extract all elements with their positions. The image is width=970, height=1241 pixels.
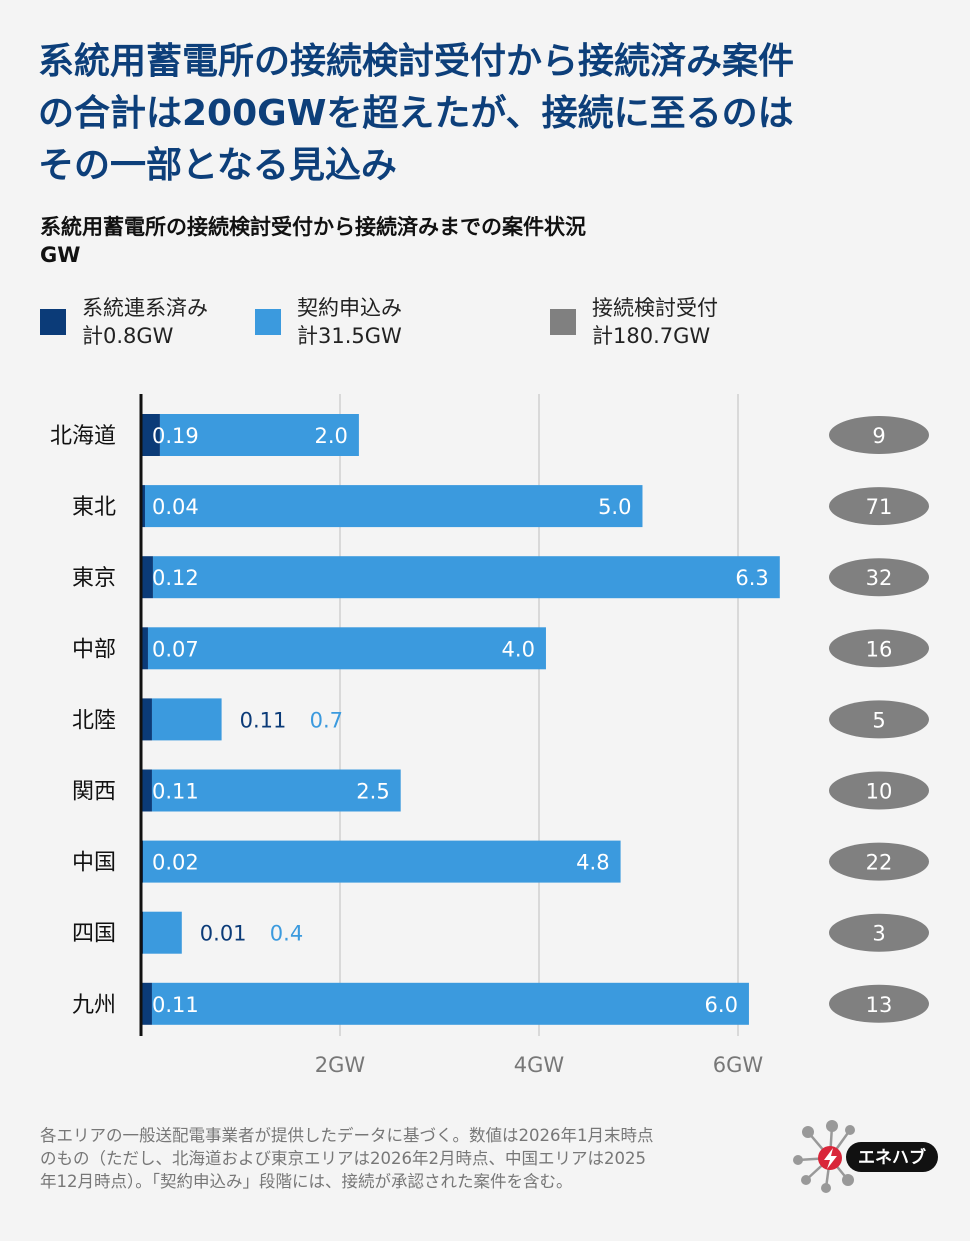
review-badge-6	[829, 842, 929, 881]
legend-item-contract: 契約申込み 計31.5GW	[255, 294, 402, 350]
bar-contract-6	[143, 840, 621, 883]
bar-connected-2	[141, 556, 153, 599]
category-label-8: 九州	[72, 993, 116, 1018]
value-label-connected-3: 0.07	[152, 637, 199, 661]
bar-contract-1	[144, 485, 643, 528]
x-tick-label-6GW: 6GW	[713, 1053, 764, 1077]
bar-connected-5	[141, 769, 152, 812]
review-value-1: 71	[866, 495, 893, 519]
category-label-4: 北陸	[72, 708, 116, 733]
footnote-line-2: のもの（ただし、北海道および東京エリアは2026年2月時点、中国エリアは2025	[40, 1149, 646, 1168]
legend-total-contract: 計31.5GW	[297, 324, 402, 348]
review-value-2: 32	[866, 566, 893, 590]
legend-label-contract: 契約申込み	[297, 296, 402, 320]
value-label-connected-8: 0.11	[152, 993, 199, 1017]
bar-contract-5	[151, 769, 401, 812]
legend-item-connected: 系統連系済み 計0.8GW	[40, 294, 208, 350]
category-label-0: 北海道	[50, 424, 116, 449]
headline-line-3: その一部となる見込み	[38, 145, 397, 186]
value-label-connected-1: 0.04	[152, 495, 199, 519]
chart-subtitle: 系統用蓄電所の接続検討受付から接続済みまでの案件状況 GW	[40, 213, 586, 269]
value-label-connected-0: 0.19	[152, 424, 199, 448]
x-tick-label-2GW: 2GW	[315, 1053, 366, 1077]
review-badge-4	[829, 700, 929, 739]
chart-title: 系統用蓄電所の接続検討受付から接続済みまでの案件状況	[40, 215, 586, 239]
bar-connected-0	[141, 414, 160, 456]
value-label-connected-7: 0.01	[200, 922, 247, 946]
x-tick-label-4GW: 4GW	[514, 1053, 565, 1077]
review-badge-1	[829, 487, 929, 526]
value-label-contract-2: 6.3	[735, 566, 768, 590]
legend-total-review: 計180.7GW	[592, 324, 711, 348]
review-value-8: 13	[866, 993, 893, 1017]
bar-chart: 2GW 4GW 6GW 北海道 0.19 2.0 9 東北 0.04 5.0 71 東京 0.12 6.3…	[50, 394, 929, 1077]
value-label-contract-3: 4.0	[502, 637, 535, 661]
legend-swatch-contract	[255, 309, 281, 335]
chart-unit: GW	[40, 243, 81, 267]
review-value-7: 3	[872, 922, 885, 946]
category-label-3: 中部	[72, 637, 116, 662]
legend-item-review: 接続検討受付 計180.7GW	[550, 294, 718, 350]
footnote: 各エリアの一般送配電事業者が提供したデータに基づく。数値は2026年1月末時点 …	[40, 1124, 770, 1193]
headline: 系統用蓄電所の接続検討受付から接続済み案件 の合計は200GWを超えたが、接続に…	[38, 36, 938, 192]
review-badge-2	[829, 558, 929, 597]
legend-swatch-review	[550, 309, 576, 335]
value-label-connected-4: 0.11	[240, 708, 287, 732]
value-label-connected-6: 0.02	[152, 851, 199, 875]
value-label-contract-4: 0.7	[310, 708, 343, 732]
headline-line-1: 系統用蓄電所の接続検討受付から接続済み案件	[38, 41, 795, 82]
review-badge-7	[829, 913, 929, 952]
bar-contract-2	[152, 556, 780, 599]
value-label-connected-2: 0.12	[152, 566, 199, 590]
enehub-logo: エネハブ	[792, 1118, 942, 1194]
footnote-line-1: 各エリアの一般送配電事業者が提供したデータに基づく。数値は2026年1月末時点	[40, 1126, 654, 1145]
legend-total-connected: 計0.8GW	[82, 324, 174, 348]
bar-connected-3	[141, 627, 148, 670]
logo-text: エネハブ	[858, 1147, 926, 1168]
bar-contract-7	[143, 911, 182, 954]
category-label-5: 関西	[72, 780, 116, 805]
review-value-3: 16	[866, 637, 893, 661]
bar-contract-4	[151, 698, 222, 741]
bar-connected-1	[141, 485, 145, 528]
review-value-4: 5	[872, 708, 885, 732]
review-value-6: 22	[866, 851, 893, 875]
value-label-contract-1: 5.0	[598, 495, 631, 519]
review-badge-5	[829, 771, 929, 810]
bar-contract-8	[151, 982, 749, 1025]
review-badge-8	[829, 984, 929, 1023]
footnote-line-3: 年12月時点）。「契約申込み」段階には、接続が承認された案件を含む。	[40, 1172, 573, 1191]
category-label-7: 四国	[72, 922, 116, 947]
headline-line-2: の合計は200GWを超えたが、接続に至るのは	[38, 93, 794, 134]
value-label-contract-5: 2.5	[356, 780, 389, 804]
bar-contract-0	[159, 414, 359, 456]
bar-connected-4	[141, 698, 152, 741]
legend-label-review: 接続検討受付	[592, 296, 718, 320]
bar-connected-8	[141, 982, 152, 1025]
legend-label-connected: 系統連系済み	[82, 296, 208, 320]
value-label-contract-7: 0.4	[270, 922, 303, 946]
review-value-0: 9	[872, 424, 885, 448]
legend-swatch-connected	[40, 309, 66, 335]
review-value-5: 10	[866, 780, 893, 804]
category-label-6: 中国	[72, 851, 116, 876]
value-label-contract-6: 4.8	[576, 851, 609, 875]
value-label-connected-5: 0.11	[152, 780, 199, 804]
value-label-contract-0: 2.0	[314, 424, 347, 448]
review-badge-0	[829, 416, 929, 454]
review-badge-3	[829, 629, 929, 668]
value-label-contract-8: 6.0	[705, 993, 738, 1017]
category-label-1: 東北	[72, 495, 116, 520]
bar-contract-3	[147, 627, 546, 670]
category-label-2: 東京	[72, 566, 116, 591]
